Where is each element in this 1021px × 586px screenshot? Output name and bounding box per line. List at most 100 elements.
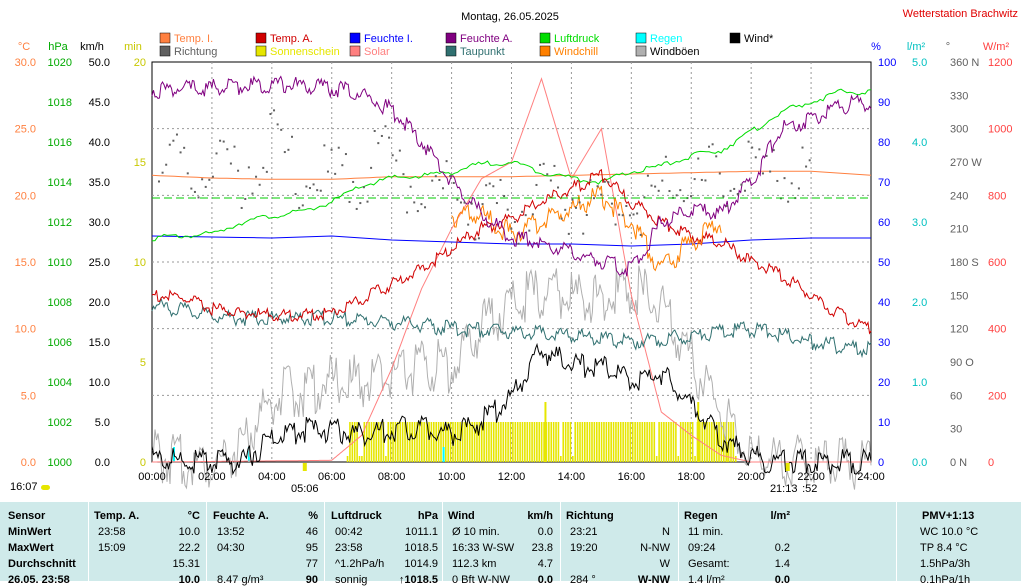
row-label: 26.05. 23:58 (8, 574, 70, 586)
direction-point (319, 189, 322, 192)
sunshine-bar (538, 422, 541, 462)
legend-swatch (349, 45, 361, 57)
direction-point (298, 206, 301, 209)
sunshine-bar (641, 422, 644, 462)
direction-point (201, 178, 204, 181)
sunshine-bar (555, 422, 557, 462)
wind-axis-tick: 20.0 (89, 297, 110, 309)
sunshine-bar (361, 456, 363, 462)
table-cell: 09:24 (688, 542, 716, 554)
rain-axis-tick: 0.0 (912, 457, 927, 469)
sunshine-bar (500, 422, 502, 462)
sunshine-bar (385, 456, 387, 462)
x-tick: 08:00 (378, 471, 406, 483)
x-tick: 20:00 (737, 471, 765, 483)
sunshine-bar (430, 422, 433, 462)
wind-axis-tick: 30.0 (89, 217, 110, 229)
direction-point (445, 160, 448, 163)
direction-point (258, 183, 261, 186)
direction-point (596, 185, 599, 188)
humidity-axis-tick: 0 (878, 457, 884, 469)
direction-point (362, 186, 365, 189)
table-header: Temp. A. (94, 510, 140, 522)
pressure-axis-tick: 1016 (48, 137, 72, 149)
direction-point (743, 189, 746, 192)
direction-point (747, 140, 750, 143)
direction-axis-tick: 90 O (950, 357, 974, 369)
sunshine-bar (562, 422, 565, 462)
sunshine-bar (598, 422, 600, 462)
sunshine-bar (380, 422, 382, 462)
x-tick: 24:00 (857, 471, 885, 483)
table-cell: 16:33 W-SW (452, 542, 515, 554)
rain-axis-tick: 2.0 (912, 297, 927, 309)
sunshine-bar (660, 422, 663, 462)
temp-axis-tick: 25.0 (15, 124, 36, 136)
sunshine-bar (524, 422, 526, 462)
direction-point (330, 148, 333, 151)
sunshine-bar (552, 422, 555, 462)
humidity-axis-tick: 20 (878, 377, 890, 389)
direction-axis-tick: 270 W (950, 157, 982, 169)
series-dewpoint (151, 296, 872, 359)
rain-axis-unit: l/m² (907, 41, 926, 53)
sunshine-bar (409, 422, 411, 462)
table-cell-value: W (659, 558, 670, 570)
sunshine-bar (399, 422, 402, 462)
direction-point (388, 136, 391, 139)
direction-point (265, 170, 268, 173)
direction-point (546, 173, 549, 176)
direction-axis-tick: 330 (950, 90, 968, 102)
sunshine-bar (572, 456, 574, 462)
direction-point (621, 214, 624, 217)
sunshine-bar (701, 422, 704, 462)
sunshine-bar (595, 422, 598, 462)
sunshine-bar (437, 422, 440, 462)
sunshine-bar (634, 422, 636, 462)
direction-point (603, 180, 606, 183)
table-cell: 0.1hPa/1h (920, 574, 971, 586)
table-cell-value: 1018.5 (404, 542, 438, 554)
sunshine-bar (617, 422, 620, 462)
legend-label: Regen (650, 33, 682, 45)
table-cell-value: 0.0 (537, 526, 553, 538)
sunshine-bar (536, 422, 538, 462)
sunshine-bar (377, 422, 380, 462)
sunshine-bar (490, 422, 493, 462)
table-cell: 23:58 (98, 526, 126, 538)
sunshine-bar (600, 422, 603, 462)
direction-point (492, 185, 495, 188)
direction-axis-tick: 120 (950, 324, 968, 336)
wind-axis-tick: 40.0 (89, 137, 110, 149)
table-header: Sensor (8, 510, 46, 522)
humidity-axis-tick: 10 (878, 417, 890, 429)
direction-point (700, 178, 703, 181)
sunshine-bar (720, 422, 723, 462)
direction-point (222, 140, 225, 143)
sunshine-bar (473, 422, 476, 462)
pressure-axis-tick: 1014 (48, 177, 72, 189)
solar-axis-unit: W/m² (983, 41, 1010, 53)
table-cell-value: 0.0 (774, 574, 790, 586)
table-cell: 1.4 l/m² (688, 574, 725, 586)
table-cell-value: ↑1018.5 (398, 574, 438, 586)
direction-point (344, 153, 347, 156)
sunshine-bar (703, 422, 706, 462)
sunshine-bar (485, 422, 488, 462)
direction-point (384, 125, 387, 128)
legend-label: Windböen (650, 46, 700, 58)
direction-point (219, 139, 222, 142)
legend-swatch (349, 32, 361, 44)
solar-axis-tick: 1000 (988, 124, 1012, 136)
day-length-value: 16:07 (10, 481, 38, 493)
direction-point (682, 200, 685, 203)
table-header: Regen (684, 510, 718, 522)
sunshine-bar (468, 422, 471, 462)
legend-label: Feuchte I. (364, 33, 413, 45)
table-cell-value: 77 (305, 558, 318, 570)
humidity-axis-tick: 40 (878, 297, 890, 309)
sunshine-bar (581, 422, 584, 462)
direction-point (251, 192, 254, 195)
sun-axis-unit: min (124, 41, 142, 53)
direction-point (168, 143, 171, 146)
